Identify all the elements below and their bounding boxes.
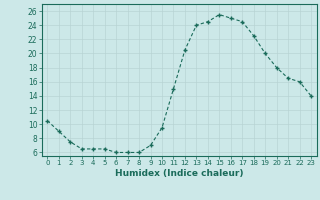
X-axis label: Humidex (Indice chaleur): Humidex (Indice chaleur) — [115, 169, 244, 178]
